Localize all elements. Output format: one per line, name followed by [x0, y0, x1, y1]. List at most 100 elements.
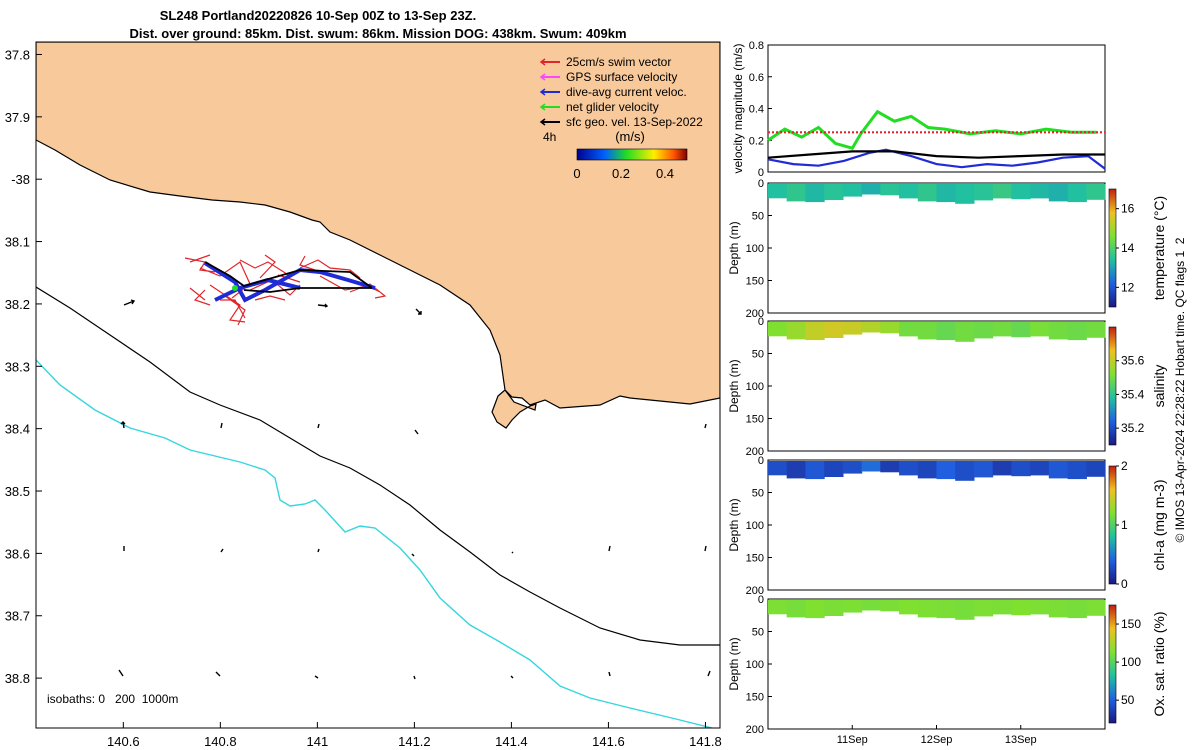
figure-title-line2: Dist. over ground: 85km. Dist. swum: 86k… — [129, 26, 626, 41]
section-column — [842, 461, 863, 474]
section-column — [824, 461, 844, 477]
geo-velocity-arrows — [118, 299, 711, 680]
colorbar-label: Ox. sat. ratio (%) — [1151, 611, 1167, 716]
section-column — [880, 322, 900, 334]
section-column — [955, 322, 975, 342]
depth-tick-label: 150 — [746, 414, 764, 426]
section-column — [861, 461, 881, 472]
colorbar-tick-label: 35.2 — [1121, 421, 1145, 435]
section-column — [1086, 322, 1106, 338]
section-column — [1086, 184, 1106, 200]
depth-ylabel: Depth (m) — [727, 637, 741, 690]
legend-label: sfc geo. vel. 13-Sep-2022 — [566, 115, 703, 129]
section-column — [1011, 600, 1031, 616]
section-column — [1030, 461, 1050, 476]
depth-tick-label: 150 — [746, 276, 764, 288]
depth-tick-label: 0 — [758, 594, 764, 606]
depth-tick-label: 200 — [746, 585, 764, 597]
section-column — [936, 600, 956, 619]
depth-tick-label: 0 — [758, 316, 764, 328]
legend-entry: 25cm/s swim vector — [539, 55, 671, 69]
map-axis-ticks: 140.6 140.8 141 141.2 141.4 141.6 141.8 37.8 37.… — [5, 47, 722, 749]
section-column — [1067, 322, 1087, 341]
depth-tick-label: 0 — [758, 455, 764, 467]
colorbar-tick-label: 2 — [1121, 459, 1128, 473]
section-column — [1011, 184, 1031, 200]
date-tick-label: 11Sep — [837, 734, 868, 746]
section-column — [899, 600, 919, 615]
section-column — [992, 184, 1012, 199]
lat-tick-label: 38.6 — [5, 546, 30, 561]
section-column — [917, 600, 938, 618]
section-column — [917, 461, 938, 479]
section-column — [936, 461, 956, 480]
section-column — [880, 461, 900, 473]
depth-tick-label: 50 — [752, 211, 764, 223]
section-column — [805, 184, 825, 203]
section-column — [768, 461, 788, 476]
section-column — [805, 461, 825, 480]
depth-ylabel: Depth (m) — [727, 498, 741, 551]
colorbar-tick-label: 0.4 — [656, 166, 674, 181]
speed-colorbar-ticks: 0 0.2 0.4 — [573, 166, 674, 181]
colorbar-label: salinity — [1151, 365, 1167, 408]
colorbar-tick-label: 0 — [1121, 577, 1128, 591]
date-tick-label: 13Sep — [1005, 734, 1037, 746]
colorbar-tick-label: 35.6 — [1121, 354, 1145, 368]
legend-entry: dive-avg current veloc. — [539, 85, 687, 99]
depth-tick-label: 100 — [746, 520, 764, 532]
lon-tick-label: 140.6 — [107, 734, 140, 749]
depth-ylabel: Depth (m) — [727, 221, 741, 274]
section-colorbar — [1108, 188, 1117, 308]
depth-tick-label: 200 — [746, 308, 764, 320]
section-column — [786, 461, 806, 479]
section-column — [936, 184, 956, 203]
velocity-ytick-label: 0 — [758, 167, 764, 179]
velocity-ytick-label: 0.6 — [749, 72, 764, 84]
legend-label: GPS surface velocity — [566, 70, 677, 84]
interval-label: 4h — [543, 130, 556, 144]
section-column — [1067, 461, 1087, 480]
section-column — [955, 600, 975, 620]
section-column — [936, 322, 956, 341]
section-column — [880, 600, 900, 612]
isobath-1000m — [36, 359, 715, 728]
colorbar-tick-label: 0.2 — [612, 166, 630, 181]
section-column — [973, 461, 994, 478]
section-column — [973, 184, 994, 201]
section-column — [1086, 461, 1106, 477]
depth-tick-label: 0 — [758, 178, 764, 190]
section-column — [824, 184, 844, 200]
velocity-ytick-label: 0.2 — [749, 135, 764, 147]
lon-tick-label: 141.2 — [398, 734, 431, 749]
lat-tick-label: 38.2 — [5, 297, 30, 312]
section-column — [917, 322, 938, 340]
section-column — [1011, 322, 1031, 338]
section-column — [805, 322, 825, 341]
depth-tick-label: 100 — [746, 243, 764, 255]
colorbar-label: chl-a (mg m-3) — [1151, 479, 1167, 570]
section-column — [768, 600, 788, 615]
section-column — [955, 461, 975, 481]
section-column — [1030, 322, 1050, 337]
legend-entry: sfc geo. vel. 13-Sep-2022 — [539, 115, 703, 129]
velocity-ytick-label: 0.4 — [749, 104, 764, 116]
section-column — [973, 600, 994, 617]
colorbar-tick-label: 0 — [573, 166, 580, 181]
depth-tick-label: 150 — [746, 692, 764, 704]
colorbar-tick-label: 12 — [1121, 280, 1135, 294]
depth-section-panel: 0 50 100 150 200 Depth (m) 0 1 2 chl-a (mg m-3) — [727, 455, 1167, 597]
section-column — [842, 600, 863, 613]
section-column — [955, 184, 975, 204]
velocity-ytick-label: 0.8 — [749, 40, 764, 52]
isobaths-label: isobaths: 0 200 1000m — [47, 692, 178, 706]
section-column — [992, 461, 1012, 476]
figure-title-line1: SL248 Portland20220826 10-Sep 00Z to 13-… — [160, 8, 476, 23]
land-mass — [36, 42, 720, 429]
lon-tick-label: 140.8 — [204, 734, 237, 749]
lat-tick-label: 38.3 — [5, 359, 30, 374]
section-column — [1048, 461, 1069, 479]
legend-label: net glider velocity — [566, 100, 659, 114]
